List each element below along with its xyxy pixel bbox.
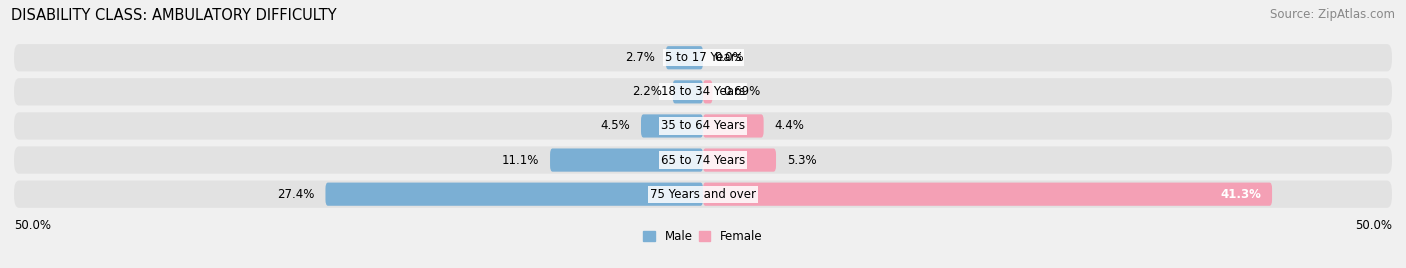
Text: DISABILITY CLASS: AMBULATORY DIFFICULTY: DISABILITY CLASS: AMBULATORY DIFFICULTY — [11, 8, 337, 23]
FancyBboxPatch shape — [550, 148, 703, 172]
FancyBboxPatch shape — [641, 114, 703, 137]
FancyBboxPatch shape — [325, 183, 703, 206]
Text: 5 to 17 Years: 5 to 17 Years — [665, 51, 741, 64]
Text: 4.5%: 4.5% — [600, 120, 630, 132]
Text: 0.69%: 0.69% — [724, 85, 761, 98]
Text: 35 to 64 Years: 35 to 64 Years — [661, 120, 745, 132]
FancyBboxPatch shape — [703, 148, 776, 172]
Text: 27.4%: 27.4% — [277, 188, 315, 201]
Text: 18 to 34 Years: 18 to 34 Years — [661, 85, 745, 98]
FancyBboxPatch shape — [14, 146, 1392, 174]
Text: 2.2%: 2.2% — [631, 85, 662, 98]
Legend: Male, Female: Male, Female — [638, 225, 768, 248]
FancyBboxPatch shape — [14, 181, 1392, 208]
FancyBboxPatch shape — [14, 44, 1392, 71]
Text: 4.4%: 4.4% — [775, 120, 804, 132]
FancyBboxPatch shape — [14, 112, 1392, 140]
Text: 65 to 74 Years: 65 to 74 Years — [661, 154, 745, 167]
Text: 50.0%: 50.0% — [14, 219, 51, 232]
Text: Source: ZipAtlas.com: Source: ZipAtlas.com — [1270, 8, 1395, 21]
Text: 50.0%: 50.0% — [1355, 219, 1392, 232]
FancyBboxPatch shape — [666, 46, 703, 69]
Text: 0.0%: 0.0% — [714, 51, 744, 64]
FancyBboxPatch shape — [703, 114, 763, 137]
Text: 11.1%: 11.1% — [502, 154, 538, 167]
FancyBboxPatch shape — [672, 80, 703, 103]
FancyBboxPatch shape — [14, 78, 1392, 106]
Text: 5.3%: 5.3% — [787, 154, 817, 167]
FancyBboxPatch shape — [703, 80, 713, 103]
Text: 41.3%: 41.3% — [1220, 188, 1261, 201]
FancyBboxPatch shape — [703, 183, 1272, 206]
Text: 2.7%: 2.7% — [624, 51, 655, 64]
Text: 75 Years and over: 75 Years and over — [650, 188, 756, 201]
